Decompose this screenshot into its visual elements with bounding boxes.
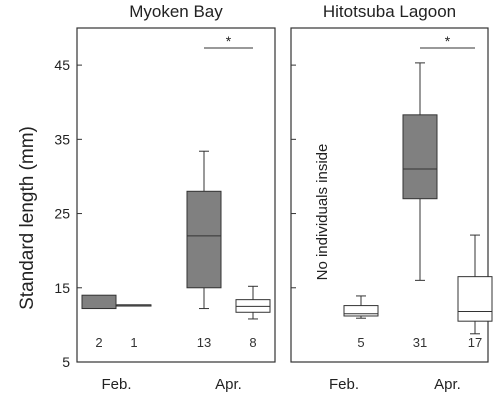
box-iqr <box>402 114 438 200</box>
panel-1: Myoken Bay 5 15 25 35 45 2 1 13 8 Feb. Apr. * <box>54 2 276 393</box>
significance-star: * <box>445 33 451 49</box>
sample-size-label: 31 <box>413 335 427 350</box>
box-iqr <box>457 276 493 322</box>
box-apr-dark <box>402 62 438 281</box>
y-tick-label: 25 <box>54 206 70 222</box>
y-tick-label: 35 <box>54 131 70 147</box>
box-apr-light <box>457 234 493 335</box>
box-iqr <box>186 190 222 289</box>
box-feb-dark <box>81 294 117 310</box>
sample-size-label: 17 <box>468 335 482 350</box>
box-apr-light <box>235 285 271 320</box>
x-category-label: Apr. <box>434 376 461 393</box>
sample-size-label: 8 <box>249 335 256 350</box>
box-iqr <box>81 294 117 310</box>
box-feb-light <box>343 295 379 319</box>
box-iqr <box>343 305 379 317</box>
y-axis-label: Standard length (mm) <box>17 126 38 310</box>
x-category-label: Apr. <box>215 376 242 393</box>
x-category-label: Feb. <box>329 376 359 393</box>
y-tick-label: 5 <box>62 354 70 370</box>
panel-frame <box>290 27 489 363</box>
y-tick-label: 15 <box>54 280 70 296</box>
sample-size-label: 5 <box>357 335 364 350</box>
panel-2: Hitotsuba Lagoon 5 31 17 Feb. Apr. * No individ… <box>290 2 493 393</box>
panel-frame <box>76 27 276 363</box>
significance-star: * <box>226 33 232 49</box>
no-individuals-note: No individuals inside <box>314 144 331 281</box>
sample-size-label: 13 <box>197 335 211 350</box>
box-feb-light <box>116 304 152 307</box>
panel-title: Myoken Bay <box>129 2 223 21</box>
sample-size-label: 2 <box>95 335 102 350</box>
sample-size-label: 1 <box>130 335 137 350</box>
x-category-label: Feb. <box>101 376 131 393</box>
panel-title: Hitotsuba Lagoon <box>323 2 456 21</box>
y-tick-label: 45 <box>54 57 70 73</box>
box-apr-dark <box>186 150 222 310</box>
